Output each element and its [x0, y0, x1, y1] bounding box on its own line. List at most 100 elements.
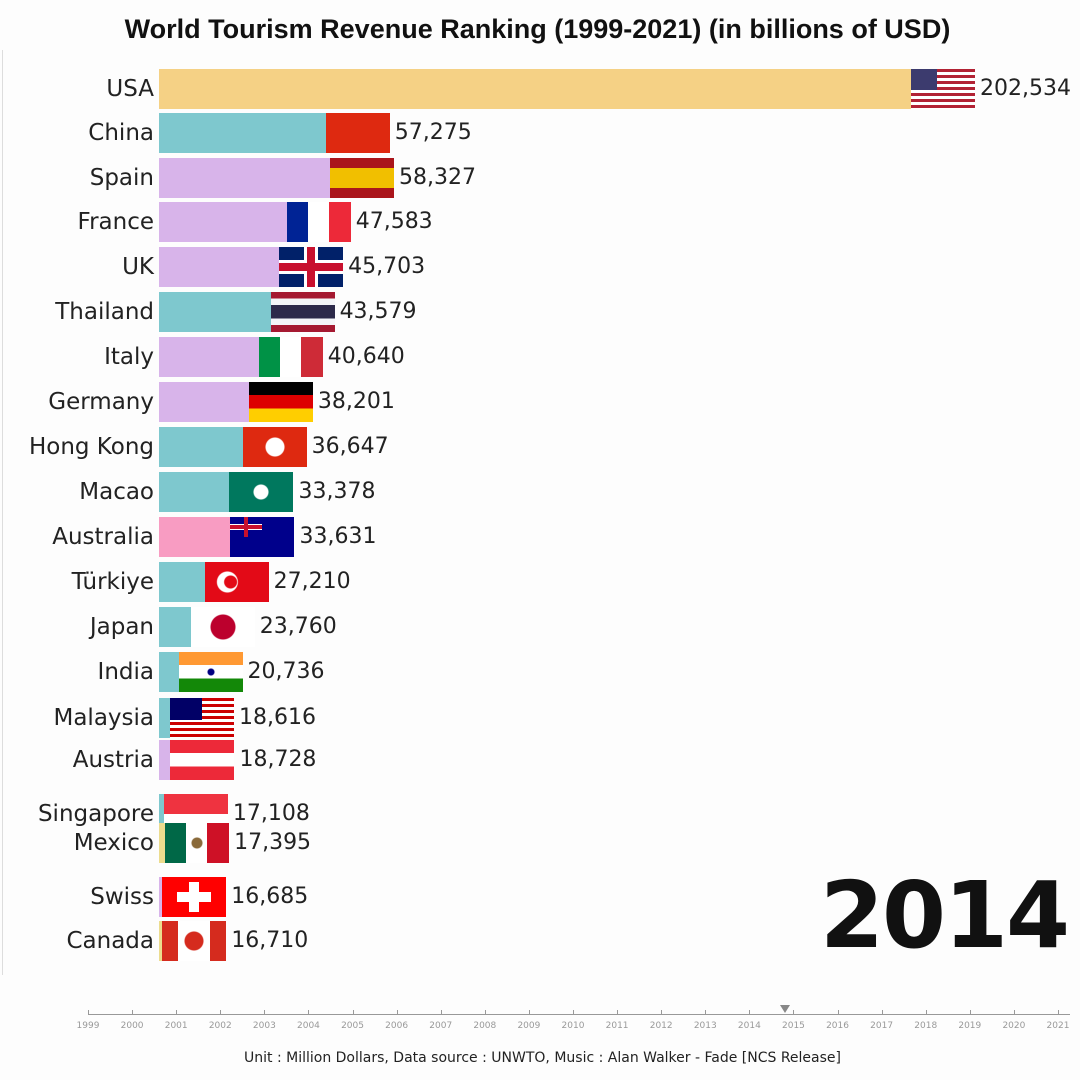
bar-label: Spain — [89, 165, 154, 191]
au-flag-icon — [230, 517, 295, 557]
timeline-tick — [793, 1010, 795, 1015]
timeline-year-label: 2018 — [914, 1021, 938, 1031]
timeline-year-label: 2008 — [473, 1021, 497, 1031]
value-label: 33,378 — [298, 479, 376, 504]
timeline-year-label: 1999 — [76, 1021, 100, 1031]
in-flag-icon — [178, 652, 243, 692]
de-flag-icon — [248, 382, 313, 422]
value-label: 202,534 — [980, 76, 1071, 101]
value-label: 47,583 — [355, 209, 433, 234]
left-border — [2, 50, 3, 975]
fr-flag-icon — [286, 202, 351, 242]
tr-flag-icon — [204, 562, 269, 602]
bar-label: Malaysia — [53, 705, 154, 731]
bar-label: Germany — [48, 389, 154, 415]
bar-label: Hong Kong — [28, 434, 154, 460]
timeline-year-label: 2004 — [297, 1021, 320, 1031]
timeline-year-label: 2013 — [693, 1021, 717, 1031]
us-flag-icon — [911, 69, 975, 109]
chart-title: World Tourism Revenue Ranking (1999-2021… — [124, 14, 951, 44]
bar-label: Thailand — [55, 299, 154, 325]
bar-label: Türkiye — [71, 569, 154, 595]
timeline-tick — [264, 1010, 266, 1015]
timeline-year-label: 2010 — [561, 1021, 585, 1031]
value-label: 38,201 — [317, 389, 395, 414]
es-flag-icon — [329, 158, 394, 198]
timeline-tick — [220, 1010, 222, 1015]
gb-flag-icon — [279, 247, 344, 287]
it-flag-icon — [258, 337, 323, 377]
timeline-year-label: 2019 — [958, 1021, 982, 1031]
timeline-tick — [1058, 1010, 1059, 1015]
bar-label: Swiss — [90, 884, 154, 910]
bar-label: Macao — [79, 479, 154, 505]
timeline-year-label: 2002 — [208, 1021, 232, 1031]
cn-flag-icon — [325, 113, 390, 153]
timeline-tick — [573, 1010, 574, 1015]
mx-flag-icon — [165, 823, 230, 863]
timeline-year-label: 2000 — [120, 1021, 144, 1031]
value-label: 33,631 — [299, 524, 377, 549]
value-label: 16,710 — [231, 928, 309, 953]
mo-flag-icon — [229, 472, 294, 512]
timeline-tick — [617, 1010, 619, 1015]
bar-label: UK — [122, 254, 154, 280]
timeline-tick — [308, 1010, 310, 1015]
value-label: 16,685 — [231, 884, 309, 909]
ca-flag-icon — [162, 921, 227, 961]
timeline-tick — [528, 1010, 530, 1015]
current-year: 2014 — [819, 862, 1070, 969]
bar-label: Japan — [89, 614, 154, 640]
value-label: 58,327 — [398, 165, 476, 190]
bar-label: India — [97, 659, 154, 685]
timeline-tick — [705, 1010, 707, 1015]
timeline-year-label: 2017 — [870, 1021, 894, 1031]
bar — [159, 69, 975, 109]
timeline-tick — [352, 1010, 354, 1015]
th-flag-icon — [270, 292, 335, 332]
value-label: 43,579 — [339, 299, 417, 324]
value-label: 27,210 — [273, 569, 351, 594]
my-flag-icon — [170, 698, 234, 738]
value-label: 17,108 — [232, 801, 310, 826]
timeline-tick — [837, 1010, 839, 1015]
ch-flag-icon — [162, 877, 227, 917]
bar-label: Australia — [52, 524, 154, 550]
timeline-year-label: 2009 — [517, 1021, 541, 1031]
timeline-tick — [969, 1010, 971, 1015]
timeline-tick — [749, 1010, 751, 1015]
at-flag-icon — [170, 740, 235, 780]
bar-label: Singapore — [37, 801, 154, 827]
bar-label: Mexico — [73, 830, 154, 856]
timeline-year-label: 2021 — [1046, 1021, 1070, 1031]
value-label: 36,647 — [311, 434, 389, 459]
timeline-tick — [440, 1010, 442, 1015]
bar-label: USA — [106, 76, 154, 102]
timeline-year-label: 2016 — [826, 1021, 849, 1031]
timeline-marker[interactable] — [779, 1005, 790, 1013]
timeline-year-label: 2014 — [737, 1021, 761, 1031]
timeline-tick — [132, 1010, 134, 1015]
bar-label: France — [77, 209, 154, 235]
timeline-year-label: 2003 — [252, 1021, 276, 1031]
timeline-tick — [1013, 1010, 1015, 1015]
timeline-axis[interactable] — [88, 1014, 1070, 1015]
timeline-tick — [661, 1010, 663, 1015]
bar-label: Italy — [104, 344, 154, 370]
value-label: 40,640 — [327, 344, 405, 369]
timeline-year-label: 2011 — [605, 1021, 629, 1031]
bar-label: Canada — [66, 928, 154, 954]
value-label: 18,728 — [239, 747, 317, 772]
footer-note: Unit : Million Dollars, Data source : UN… — [244, 1050, 841, 1066]
timeline-year-label: 2001 — [164, 1021, 188, 1031]
timeline-year-label: 2012 — [649, 1021, 673, 1031]
bar-label: China — [88, 120, 154, 146]
timeline-tick — [881, 1010, 883, 1015]
timeline-tick — [396, 1010, 398, 1015]
hk-flag-icon — [242, 427, 307, 467]
timeline-year-label: 2006 — [385, 1021, 409, 1031]
timeline-year-label: 2007 — [429, 1021, 453, 1031]
timeline-tick — [484, 1010, 486, 1015]
timeline-year-label: 2005 — [341, 1021, 364, 1031]
value-label: 23,760 — [259, 614, 337, 639]
